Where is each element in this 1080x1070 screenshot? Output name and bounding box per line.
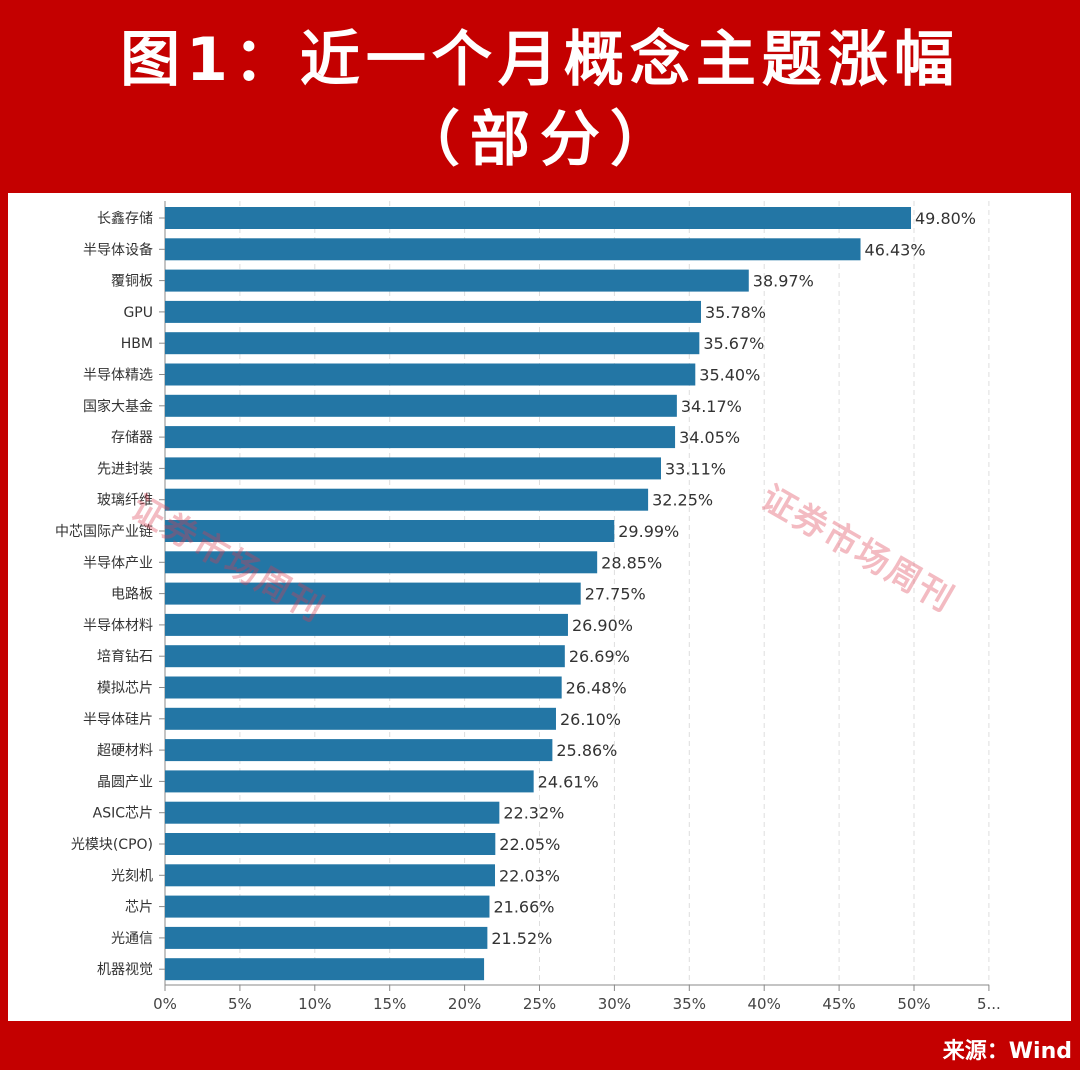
bar — [165, 457, 661, 480]
category-label: 长鑫存储 — [97, 210, 153, 227]
bar — [165, 300, 701, 323]
x-tick-label: 25% — [523, 995, 556, 1013]
category-label: 半导体设备 — [83, 241, 153, 258]
chart-subtitle: （部分） — [400, 105, 680, 175]
data-label: 27.75% — [585, 585, 646, 604]
category-label: 国家大基金 — [83, 398, 153, 415]
data-label: 32.25% — [652, 491, 713, 510]
data-label: 38.97% — [753, 272, 814, 291]
bar — [165, 707, 556, 730]
category-label: 光模块(CPO) — [71, 837, 153, 853]
bar — [165, 582, 581, 605]
bar — [165, 394, 677, 417]
title-banner: 图1：近一个月概念主题涨幅 （部分） — [0, 0, 1080, 190]
data-label: 26.48% — [566, 679, 627, 698]
source-note: 来源：Wind — [942, 1039, 1072, 1064]
data-label: 46.43% — [865, 240, 926, 259]
category-label: 中芯国际产业链 — [55, 524, 153, 540]
x-tick-label: 40% — [748, 995, 781, 1013]
data-label: 24.61% — [538, 772, 599, 791]
bar — [165, 207, 912, 229]
bar — [165, 895, 490, 918]
x-tick-label: 0% — [153, 995, 177, 1013]
x-tick-label: 20% — [448, 995, 481, 1013]
data-label: 25.86% — [556, 741, 617, 760]
bar — [165, 613, 568, 636]
category-label: 半导体材料 — [83, 618, 153, 634]
category-label: 晶圆产业 — [97, 774, 153, 790]
bar — [165, 770, 534, 793]
data-label: 28.85% — [601, 553, 662, 572]
bar — [165, 238, 861, 261]
category-label: 光通信 — [111, 931, 153, 947]
bar — [165, 645, 565, 668]
chart-panel: 0% 5% 10% 15% 20% 25% 30% 35% 40% 45% 50% 5... 长鑫存储 4… — [8, 193, 1071, 1021]
bar — [165, 926, 488, 949]
data-label: 35.40% — [699, 366, 760, 385]
bar — [165, 426, 676, 449]
data-label: 33.11% — [665, 459, 726, 478]
data-label: 21.66% — [493, 898, 554, 917]
bar — [165, 801, 500, 824]
category-label: 半导体精选 — [83, 368, 153, 384]
category-label: 培育钻石 — [97, 649, 153, 665]
bar — [165, 864, 496, 887]
x-tick-label: 5... — [977, 995, 1001, 1013]
data-label: 21.52% — [491, 929, 552, 948]
x-tick-label: 45% — [822, 995, 855, 1013]
category-label: 先进封装 — [97, 461, 153, 477]
data-label: 26.90% — [572, 616, 633, 635]
bar — [165, 332, 700, 355]
category-label: 半导体硅片 — [83, 712, 153, 728]
bar — [165, 520, 615, 542]
x-tick-label: 10% — [298, 995, 331, 1013]
x-tick-label: 50% — [897, 995, 930, 1013]
category-label: 玻璃纤维 — [97, 492, 153, 509]
data-label: 26.10% — [560, 710, 621, 729]
data-label: 34.05% — [679, 428, 740, 447]
bar — [165, 488, 649, 511]
bar — [165, 676, 562, 699]
chart-title: 图1：近一个月概念主题涨幅 — [120, 25, 960, 95]
data-label: 35.78% — [705, 303, 766, 322]
category-label: 存储器 — [111, 430, 153, 446]
data-label: 22.03% — [499, 866, 560, 885]
category-label: 光刻机 — [111, 868, 153, 884]
category-label: HBM — [121, 336, 153, 352]
category-label: 电路板 — [111, 587, 153, 603]
category-label: 覆铜板 — [111, 274, 153, 290]
category-label: 超硬材料 — [97, 743, 153, 759]
data-label: 22.32% — [503, 804, 564, 823]
category-label: 机器视觉 — [97, 962, 153, 978]
data-label: 49.80% — [915, 209, 976, 228]
category-label: 半导体产业 — [83, 555, 153, 571]
data-label: 34.17% — [681, 397, 742, 416]
bar — [165, 958, 485, 981]
x-tick-label: 15% — [373, 995, 406, 1013]
bar — [165, 739, 553, 762]
category-label: 模拟芯片 — [97, 681, 153, 697]
bar — [165, 833, 496, 855]
bar — [165, 363, 696, 386]
category-label: 芯片 — [125, 900, 153, 916]
category-label: ASIC芯片 — [93, 806, 153, 822]
bar — [165, 269, 749, 292]
category-label: GPU — [123, 305, 153, 321]
x-tick-label: 5% — [228, 995, 252, 1013]
bar — [165, 551, 598, 574]
x-tick-label: 30% — [598, 995, 631, 1013]
data-label: 29.99% — [618, 522, 679, 541]
x-tick-label: 35% — [673, 995, 706, 1013]
bar-chart: 0% 5% 10% 15% 20% 25% 30% 35% 40% 45% 50% 5... 长鑫存储 4… — [55, 201, 1001, 1013]
data-label: 26.69% — [569, 647, 630, 666]
data-label: 35.67% — [703, 334, 764, 353]
data-label: 22.05% — [499, 835, 560, 854]
